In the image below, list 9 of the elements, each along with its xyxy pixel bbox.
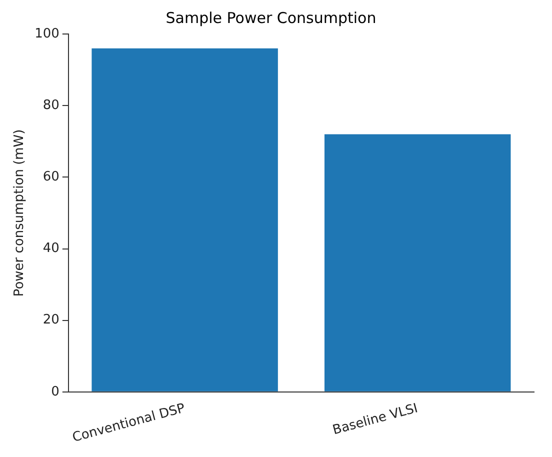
y-tick-label: 100 [34, 26, 60, 42]
y-axis-title: Power consumption (mW) [12, 129, 28, 297]
y-tick-label: 20 [42, 312, 60, 328]
chart-title: Sample Power Consumption [166, 8, 376, 27]
y-tick-label: 80 [42, 98, 60, 113]
y-tick-label: 40 [42, 241, 60, 256]
x-tick-label: Baseline VLSI [331, 401, 420, 438]
y-tick-label: 0 [51, 384, 60, 400]
y-tick-label: 60 [42, 170, 60, 185]
